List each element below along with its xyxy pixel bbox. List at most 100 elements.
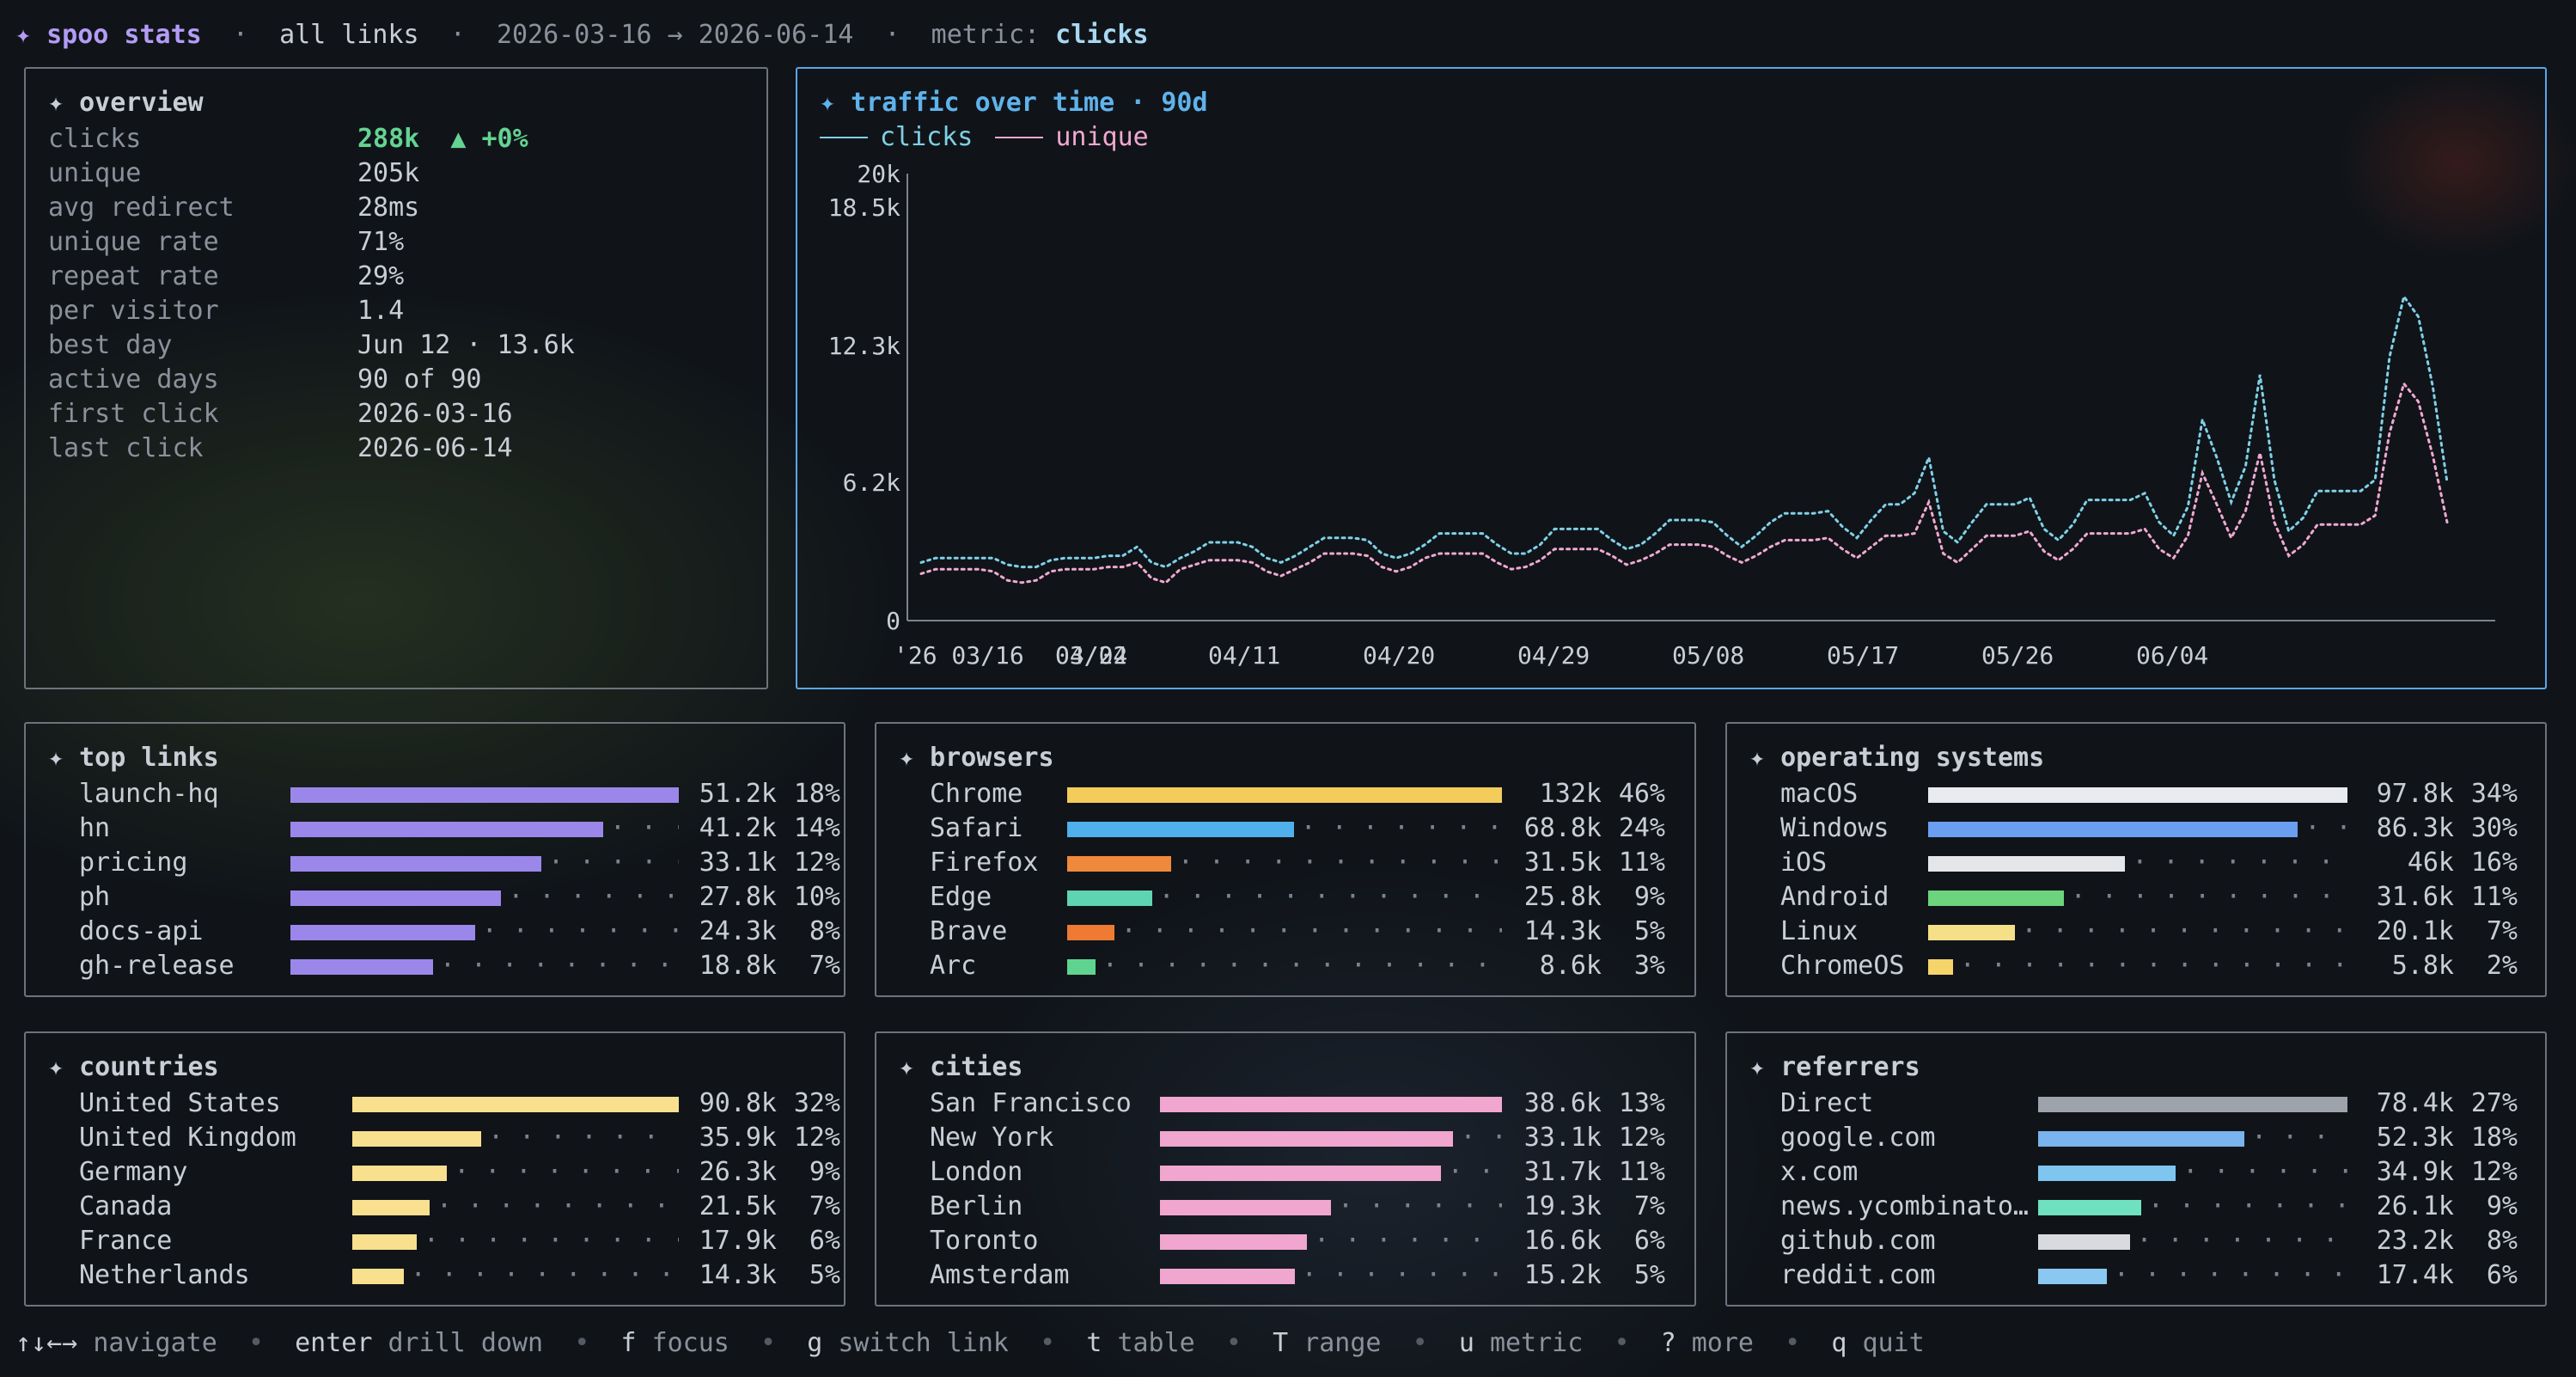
key-hint: T xyxy=(1273,1327,1289,1358)
y-tick-label: 18.5k xyxy=(828,193,900,222)
operating-systems-row[interactable]: ChromeOS · · · · · · · · · · · · · · · · … xyxy=(1780,949,2549,983)
chart-legend: clicks unique xyxy=(820,122,1149,152)
row-pct: 7% xyxy=(809,1191,840,1221)
operating-systems-row[interactable]: macOS· · · · · · · · · · · · · · · · · ·… xyxy=(1780,777,2549,811)
cities-row[interactable]: Amsterdam · · · · · · · · · · · · · · · ·… xyxy=(930,1258,1698,1293)
row-bar xyxy=(290,787,679,803)
key-hint: t xyxy=(1086,1327,1102,1358)
row-label: Germany xyxy=(79,1157,188,1187)
row-bar xyxy=(1928,822,2298,837)
referrers-row[interactable]: reddit.com · · · · · · · · · · · · · · · … xyxy=(1780,1258,2549,1293)
top-links-row[interactable]: launch-hq· · · · · · · · · · · · · · · ·… xyxy=(79,777,847,811)
date-range[interactable]: 2026-03-16 → 2026-06-14 xyxy=(496,19,854,50)
keybinding-navigate[interactable]: ↑↓←→ navigate xyxy=(15,1328,217,1358)
cities-row[interactable]: Berlin · · · · · · · · · · · · · · · · · … xyxy=(930,1190,1698,1224)
operating-systems-row[interactable]: Linux · · · · · · · · · · · · · · · · · ·… xyxy=(1780,915,2549,949)
referrers-row[interactable]: Direct· · · · · · · · · · · · · · · · · … xyxy=(1780,1086,2549,1121)
referrers-row[interactable]: news.ycombinato… · · · · · · · · · · · · … xyxy=(1780,1190,2549,1224)
referrers-row[interactable]: google.com · · · · · · · · · · · · · · · … xyxy=(1780,1121,2549,1155)
browsers-row[interactable]: Edge · · · · · · · · · · · · · · · · · · … xyxy=(930,880,1698,915)
keybinding-focus[interactable]: f focus xyxy=(620,1328,729,1358)
overview-row: unique 205k xyxy=(48,156,650,191)
countries-row[interactable]: France · · · · · · · · · · · · · · · · · … xyxy=(79,1224,847,1258)
keybinding-table[interactable]: t table xyxy=(1086,1328,1194,1358)
top-links-row[interactable]: hn · · · · · · · · · · · · · · · · · · · … xyxy=(79,811,847,846)
browsers-row[interactable]: Brave · · · · · · · · · · · · · · · · · ·… xyxy=(930,915,1698,949)
row-bar xyxy=(1928,890,2064,906)
browsers-row[interactable]: Firefox · · · · · · · · · · · · · · · · ·… xyxy=(930,846,1698,880)
browsers-row[interactable]: Arc · · · · · · · · · · · · · · · · · · ·… xyxy=(930,949,1698,983)
referrers-row[interactable]: x.com · · · · · · · · · · · · · · · · · ·… xyxy=(1780,1155,2549,1190)
row-value: 14.3k xyxy=(699,1260,777,1290)
row-label: France xyxy=(79,1226,173,1256)
row-pct: 34% xyxy=(2470,779,2518,809)
cities-row[interactable]: Toronto · · · · · · · · · · · · · · · · ·… xyxy=(930,1224,1698,1258)
row-bar xyxy=(1067,925,1114,940)
keybinding-more[interactable]: ? more xyxy=(1661,1328,1754,1358)
browsers-row[interactable]: Safari · · · · · · · · · · · · · · · · · … xyxy=(930,811,1698,846)
overview-value: 71% xyxy=(357,227,405,257)
top-links-row[interactable]: pricing · · · · · · · · · · · · · · · · ·… xyxy=(79,846,847,880)
overview-panel[interactable]: ✦ overview clicks 288k ▲ +0% unique 205k avg… xyxy=(24,67,768,689)
countries-row[interactable]: United States· · · · · · · · · · · · · ·… xyxy=(79,1086,847,1121)
operating-systems-row[interactable]: Android · · · · · · · · · · · · · · · · ·… xyxy=(1780,880,2549,915)
row-leader: · · · · · · · · · · · · · · · · · · · · … xyxy=(1460,1123,1502,1153)
row-value: 16.6k xyxy=(1523,1226,1602,1256)
countries-row[interactable]: Germany · · · · · · · · · · · · · · · · ·… xyxy=(79,1155,847,1190)
row-pct: 7% xyxy=(2486,916,2518,946)
row-label: news.ycombinato… xyxy=(1780,1191,2029,1221)
x-tick-label: 03/24 xyxy=(1055,641,1127,670)
row-label: United Kingdom xyxy=(79,1123,296,1153)
cities-row[interactable]: San Francisco· · · · · · · · · · · · · ·… xyxy=(930,1086,1698,1121)
row-label: pricing xyxy=(79,848,188,878)
row-leader: · · · · · · · · · · · · · · · · · · · · … xyxy=(423,1226,679,1256)
keybinding-metric[interactable]: u metric xyxy=(1459,1328,1584,1358)
countries-panel[interactable]: ✦ countries United States· · · · · · · · … xyxy=(24,1031,845,1307)
browsers-panel[interactable]: ✦ browsers Chrome· · · · · · · · · · · · … xyxy=(875,722,1696,997)
top-links-row[interactable]: gh-release · · · · · · · · · · · · · · · … xyxy=(79,949,847,983)
overview-value: 205k xyxy=(357,158,420,188)
row-bar xyxy=(2038,1166,2176,1181)
browsers-row[interactable]: Chrome· · · · · · · · · · · · · · · · · … xyxy=(930,777,1698,811)
countries-row[interactable]: Netherlands · · · · · · · · · · · · · · ·… xyxy=(79,1258,847,1293)
operating-systems-row[interactable]: Windows · · · · · · · · · · · · · · · · ·… xyxy=(1780,811,2549,846)
key-hint: enter xyxy=(295,1327,373,1358)
keybinding-range[interactable]: T range xyxy=(1273,1328,1381,1358)
row-value: 86.3k xyxy=(2376,813,2454,843)
traffic-panel[interactable]: ✦ traffic over time · 90d clicks unique … xyxy=(796,67,2547,689)
row-leader: · · · · · · · · · · · · · · · · · · · · … xyxy=(2147,1191,2347,1221)
top-links-row[interactable]: ph · · · · · · · · · · · · · · · · · · · … xyxy=(79,880,847,915)
link-scope[interactable]: all links xyxy=(279,19,419,50)
row-value: 90.8k xyxy=(699,1088,777,1118)
row-label: reddit.com xyxy=(1780,1260,1936,1290)
overview-key: best day xyxy=(48,330,173,360)
operating-systems-row[interactable]: iOS · · · · · · · · · · · · · · · · · · ·… xyxy=(1780,846,2549,880)
row-value: 132k xyxy=(1539,779,1602,809)
row-bar xyxy=(290,890,502,906)
countries-title: ✦ countries xyxy=(48,1052,219,1082)
row-leader: · · · · · · · · · · · · · · · · · · · · … xyxy=(609,813,679,843)
cities-row[interactable]: New York · · · · · · · · · · · · · · · · … xyxy=(930,1121,1698,1155)
overview-key: per visitor xyxy=(48,296,219,326)
countries-row[interactable]: Canada · · · · · · · · · · · · · · · · · … xyxy=(79,1190,847,1224)
keybinding-switch-link[interactable]: g switch link xyxy=(807,1328,1009,1358)
countries-row[interactable]: United Kingdom · · · · · · · · · · · · · … xyxy=(79,1121,847,1155)
keybinding-drill-down[interactable]: enter drill down xyxy=(295,1328,543,1358)
keybinding-quit[interactable]: q quit xyxy=(1831,1328,1924,1358)
cities-row[interactable]: London · · · · · · · · · · · · · · · · · … xyxy=(930,1155,1698,1190)
overview-row: per visitor 1.4 xyxy=(48,294,650,328)
row-pct: 8% xyxy=(2486,1226,2518,1256)
metric-value[interactable]: clicks xyxy=(1055,19,1149,50)
top-links-row[interactable]: docs-api · · · · · · · · · · · · · · · · … xyxy=(79,915,847,949)
browsers-title: ✦ browsers xyxy=(899,743,1054,773)
footer-separator: • xyxy=(1785,1327,1801,1358)
row-bar xyxy=(290,925,475,940)
referrers-row[interactable]: github.com · · · · · · · · · · · · · · · … xyxy=(1780,1224,2549,1258)
key-description: quit xyxy=(1862,1327,1925,1358)
row-label: Toronto xyxy=(930,1226,1039,1256)
